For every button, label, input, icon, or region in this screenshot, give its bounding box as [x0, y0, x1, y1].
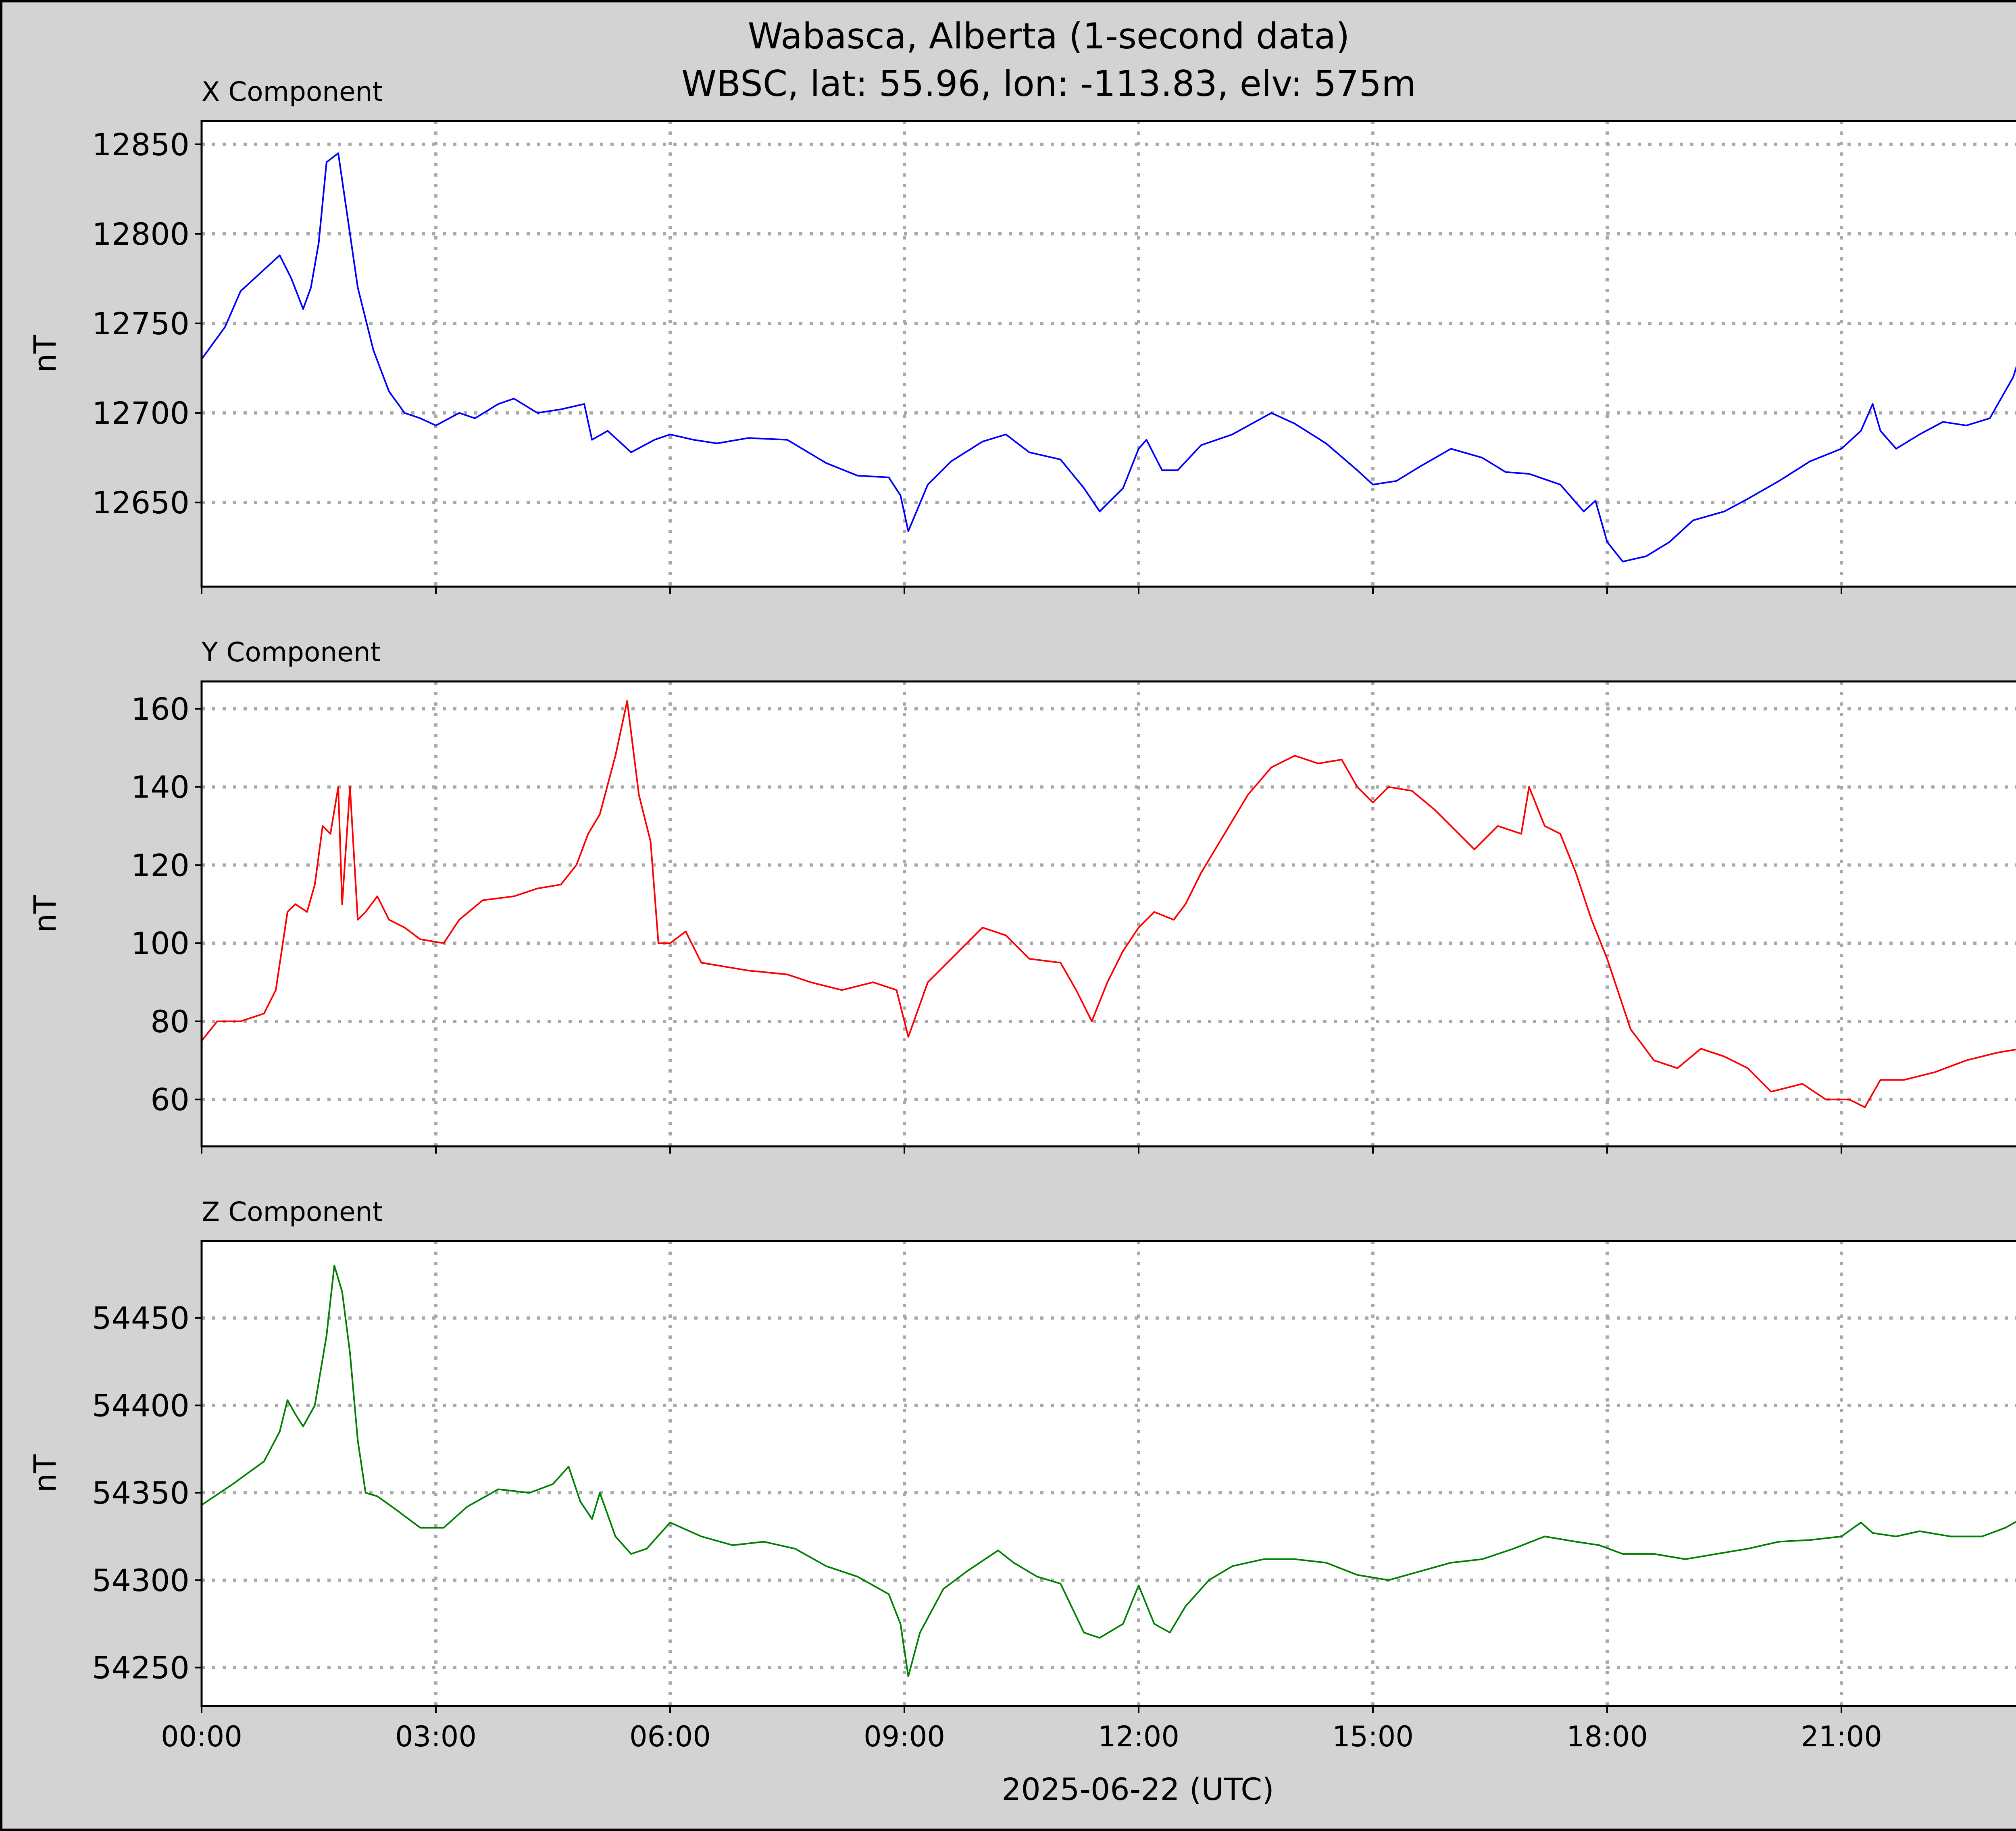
x-tick-label: 06:00 — [629, 1720, 711, 1753]
panel-title: Z Component — [202, 1196, 383, 1227]
y-axis-label: nT — [27, 335, 63, 373]
y-tick-label: 54300 — [92, 1562, 190, 1598]
y-tick-label: 160 — [131, 691, 190, 727]
x-tick-label: 03:00 — [395, 1720, 477, 1753]
plot-frame — [200, 680, 2016, 1148]
plot-frame — [200, 1240, 2016, 1707]
plot-area — [202, 1241, 2016, 1706]
series-line-y — [201, 700, 2016, 1108]
x-tick-label: 09:00 — [864, 1720, 945, 1753]
y-tick-label: 80 — [150, 1004, 190, 1039]
y-axis-label: nT — [27, 895, 63, 933]
figure-title-line-1: Wabasca, Alberta (1-second data) — [748, 15, 1350, 57]
y-tick-label: 12800 — [92, 216, 190, 252]
y-tick-label: 54350 — [92, 1475, 190, 1511]
panel-x-component: 12650 12700 12750 12800 12850 X Component nT — [27, 76, 2016, 594]
y-tick-label: 140 — [131, 769, 190, 805]
x-tick-label: 18:00 — [1566, 1720, 1648, 1753]
y-tick-label: 60 — [150, 1082, 190, 1118]
plot-area — [202, 121, 2016, 587]
y-tick-label: 12650 — [92, 485, 190, 521]
plot-area — [202, 681, 2016, 1146]
plot-frame — [200, 120, 2016, 588]
y-tick-label: 12700 — [92, 395, 190, 431]
x-axis-ticks: 00:00 03:00 06:00 09:00 12:00 15:00 18:00 21:00 — [161, 1720, 1882, 1753]
y-tick-label: 54400 — [92, 1387, 190, 1423]
x-tick-label: 15:00 — [1332, 1720, 1414, 1753]
y-axis-label: nT — [27, 1454, 63, 1493]
x-axis-label: 2025-06-22 (UTC) — [1002, 1771, 1274, 1807]
series-line-x — [201, 152, 2016, 562]
panel-title: X Component — [202, 76, 383, 107]
series-line-z — [201, 1264, 2016, 1677]
x-tick-label: 12:00 — [1098, 1720, 1179, 1753]
y-tick-label: 54250 — [92, 1650, 190, 1686]
y-tick-label: 12750 — [92, 306, 190, 342]
x-tick-label: 21:00 — [1801, 1720, 1882, 1753]
y-tick-label: 12850 — [92, 127, 190, 162]
y-tick-label: 100 — [131, 925, 190, 961]
figure-title-line-2: WBSC, lat: 55.96, lon: -113.83, elv: 575… — [681, 63, 1416, 104]
y-tick-label: 54450 — [92, 1300, 190, 1336]
panel-z-component: 54250 54300 54350 54400 54450 Z Component nT — [27, 1196, 2016, 1713]
x-tick-label: 00:00 — [161, 1720, 242, 1753]
y-tick-label: 120 — [131, 847, 190, 883]
panel-title: Y Component — [201, 637, 381, 668]
panel-y-component: 60 80 100 120 140 160 Y Component nT — [27, 637, 2016, 1154]
